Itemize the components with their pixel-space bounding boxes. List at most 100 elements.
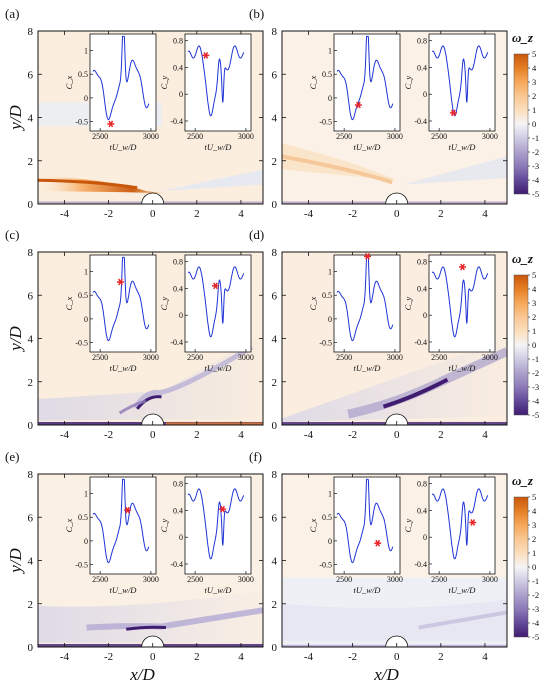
inset-x-axis-label: tU_w/D [354, 585, 382, 595]
negative-shear-core [136, 395, 162, 410]
y-tick-label: 0 [28, 420, 34, 432]
inset-x-tick-label: 3000 [482, 575, 498, 584]
inset-series-line [336, 35, 394, 121]
inset-y-tick-label: 0.8 [417, 480, 427, 489]
colorbar-tick-label: 4 [532, 63, 537, 73]
x-axis-label: x/D [373, 665, 399, 684]
wake-band [161, 169, 263, 192]
time-marker-star [364, 252, 371, 260]
inset-y-tick-label: 0.4 [173, 284, 183, 293]
colorbar-tick-label: -3 [532, 161, 539, 171]
y-tick-label: 6 [28, 69, 34, 81]
inset-x-axis-label: tU_w/D [449, 363, 477, 373]
x-tick-label: -2 [104, 651, 113, 663]
y-tick-label: 8 [28, 247, 34, 259]
inset-x-tick-label: 3000 [238, 575, 254, 584]
x-tick-label: -4 [60, 429, 70, 441]
negative-wake-region [38, 334, 263, 421]
inset-y-axis-label: C_y [403, 75, 413, 89]
star-stroke [203, 51, 209, 59]
star-stroke [220, 505, 225, 513]
inset-y-tick-label: 1 [84, 490, 88, 499]
y-tick-label: 6 [28, 290, 34, 302]
inset-x-tick-label: 2500 [431, 132, 447, 141]
inset-x-tick-label: 2500 [187, 132, 203, 141]
colorbar-tick-label: 2 [532, 312, 536, 322]
inset-x-tick-label: 3000 [387, 575, 403, 584]
inset-cy: 2500 3000 0.8 0.4 0 -0.4 C_y tU_w/D [159, 33, 254, 152]
panel-f: -4 -2 0 2 4 0 2 4 6 8 (f) x/D 2500 3000 1 0.5 0 -0.5 C_x tU… [249, 449, 508, 684]
negative-shear-tail [118, 399, 147, 415]
star-stroke [365, 252, 370, 260]
wall-positive [165, 422, 263, 425]
inset-series-line [431, 266, 489, 338]
inset-x-tick-label: 2500 [92, 353, 108, 362]
weak-negative-region [282, 599, 507, 641]
inset-series-line [336, 256, 394, 342]
inset-y-tick-label: 0.8 [417, 37, 427, 46]
colorbar-title: ω_z [512, 251, 534, 266]
inset-x-tick-label: 3000 [238, 353, 254, 362]
y-tick-label: 0 [272, 642, 278, 654]
inset-frame [428, 254, 496, 353]
time-marker-star [212, 282, 219, 290]
panel-label: (d) [249, 227, 264, 242]
x-axis-label: x/D [129, 665, 155, 684]
inset-y-axis-label: C_y [159, 296, 169, 310]
inset-y-axis-label: C_y [159, 75, 169, 89]
inset-y-tick-label: 0.4 [173, 63, 183, 72]
inset-y-tick-label: 0.8 [173, 480, 183, 489]
panel-label: (b) [249, 6, 264, 21]
y-axis-label: y/D [6, 105, 25, 132]
weak-wake-trace [418, 610, 507, 630]
colorbar-tick-label: 3 [532, 520, 536, 530]
x-tick-label: 2 [194, 651, 200, 663]
inset-y-tick-label: 0.8 [173, 258, 183, 267]
negative-shear-outer [132, 345, 254, 410]
colorbar-title: ω_z [512, 30, 534, 45]
colorbar-tick-label: -2 [532, 368, 539, 378]
star-stroke [470, 519, 476, 526]
inset-y-tick-label: 0.4 [417, 284, 427, 293]
colorbar-tick-label: -1 [532, 354, 539, 364]
shear-layer-core [38, 178, 138, 190]
panel-label: (e) [5, 449, 19, 464]
inset-y-tick-label: -0.5 [75, 118, 88, 127]
colorbar-tick-label: -2 [532, 590, 539, 600]
panel-label: (f) [249, 449, 262, 464]
inset-frame [428, 33, 496, 132]
star-stroke [108, 120, 114, 128]
y-tick-label: 4 [28, 113, 34, 125]
x-tick-label: -2 [104, 208, 113, 220]
inset-y-tick-label: -0.5 [75, 561, 88, 570]
star-stroke [118, 278, 123, 286]
y-tick-label: 8 [28, 26, 34, 38]
inset-y-axis-label: C_x [64, 518, 74, 532]
inset-frame [333, 254, 401, 353]
panel-label: (c) [5, 227, 19, 242]
inset-y-tick-label: -0.4 [414, 338, 427, 347]
time-marker-star [117, 278, 124, 286]
inset-series-line [187, 488, 245, 560]
inset-y-tick-label: 0 [328, 94, 332, 103]
inset-x-axis-label: tU_w/D [110, 585, 138, 595]
inset-y-tick-label: -0.5 [319, 339, 332, 348]
inset-y-tick-label: 0 [423, 311, 427, 320]
x-tick-label: 0 [150, 208, 156, 220]
x-tick-label: -4 [60, 208, 70, 220]
colorbar-tick-label: -5 [532, 189, 539, 199]
y-tick-label: 4 [272, 113, 278, 125]
y-tick-label: 8 [28, 469, 34, 481]
inset-cx: 2500 3000 1 0.5 0 -0.5 C_x tU_w/D [64, 476, 159, 595]
x-tick-label: -4 [304, 429, 314, 441]
inset-x-axis-label: tU_w/D [205, 585, 233, 595]
inset-x-axis-label: tU_w/D [449, 585, 477, 595]
inset-series-line [187, 266, 245, 338]
star-stroke [213, 282, 218, 290]
inset-y-tick-label: 0.5 [78, 513, 88, 522]
inset-y-tick-label: -0.4 [170, 117, 183, 126]
inset-y-tick-label: 0 [423, 533, 427, 542]
inset-x-axis-label: tU_w/D [205, 142, 233, 152]
inset-y-axis-label: C_x [308, 75, 318, 89]
y-tick-label: 6 [28, 512, 34, 524]
